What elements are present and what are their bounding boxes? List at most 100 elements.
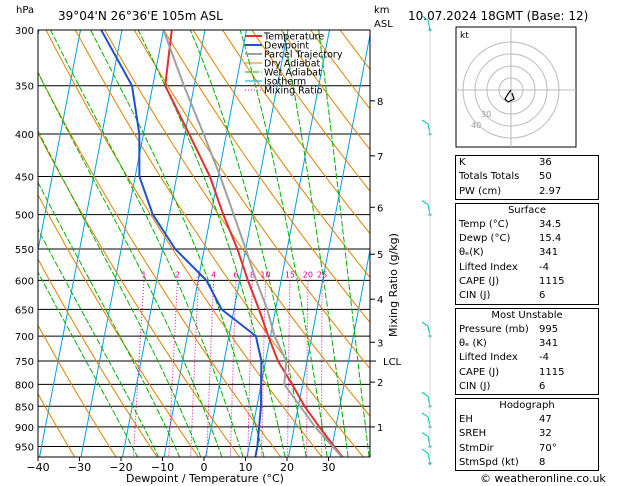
dry-adiabat-line xyxy=(38,392,76,457)
isotherm-line xyxy=(80,30,165,457)
wet-adiabat-line xyxy=(239,30,328,457)
hodograph-frame xyxy=(455,26,577,148)
mixing-ratio-label: 4 xyxy=(211,270,216,279)
altitude-tick-label: 4 xyxy=(377,295,383,306)
mixing-ratio-label: 20 xyxy=(303,270,313,279)
wet-adiabat-line xyxy=(38,227,160,457)
isotherm-line xyxy=(205,30,289,457)
isotherm-line xyxy=(246,30,331,457)
most-unstable-box: Most Unstable Pressure (mb) 995 θₑ (K) 341… xyxy=(455,307,599,396)
mixing-ratio-axis-label: Mixing Ratio (g/kg) xyxy=(387,233,400,337)
wet-adiabat-line xyxy=(38,181,181,457)
indices-panel: K 36 Totals Totals 50 PW (cm) 2.97 Surface … xyxy=(455,155,599,474)
pressure-unit-label: hPa xyxy=(16,5,34,16)
wind-profile xyxy=(421,15,432,465)
pressure-tick-label: 450 xyxy=(15,172,34,183)
wind-barb xyxy=(421,200,431,215)
altitude-tick-label: 8 xyxy=(377,97,383,108)
surface-row: CAPE (J) 1115 xyxy=(459,276,565,288)
surface-row: Dewp (°C) 15.4 xyxy=(459,233,562,245)
altitude-tick-label: 1 xyxy=(377,423,383,434)
x-tick-label: −20 xyxy=(109,461,132,474)
x-tick-label: 30 xyxy=(322,461,336,474)
mixing-ratio-label: 25 xyxy=(317,270,327,279)
datetime-title: 10.07.2024 18GMT (Base: 12) xyxy=(408,9,588,23)
mixing-ratio-line xyxy=(190,280,199,457)
altitude-tick-label: 5 xyxy=(377,250,383,261)
mixing-ratio-line xyxy=(287,280,291,457)
pressure-tick-label: 850 xyxy=(15,402,34,413)
legend-entry: Mixing Ratio xyxy=(264,86,323,97)
wind-barb xyxy=(421,412,431,427)
dry-adiabat-line xyxy=(38,258,158,457)
x-tick-label: −10 xyxy=(151,461,174,474)
pressure-tick-label: 950 xyxy=(15,442,34,453)
parcel-trajectory-line xyxy=(162,30,344,457)
wet-adiabat-line xyxy=(137,30,286,457)
lcl-label: LCL xyxy=(383,357,402,368)
wet-adiabat-line xyxy=(38,129,202,457)
legend-entry: Isotherm xyxy=(264,77,306,88)
mixing-ratio-label: 15 xyxy=(285,270,295,279)
wet-adiabat-line xyxy=(38,271,139,457)
wet-adiabat-line xyxy=(90,30,265,457)
legend-entry: Temperature xyxy=(263,32,324,43)
pressure-tick-label: 650 xyxy=(15,305,34,316)
hodograph-unit: kt xyxy=(460,31,469,41)
most-unstable-title: Most Unstable xyxy=(491,309,563,321)
mixing-ratio-line xyxy=(247,280,253,457)
isotherm-line xyxy=(329,247,370,457)
mixing-ratio-line xyxy=(132,280,145,457)
wind-barb xyxy=(421,15,431,31)
x-tick-label: 20 xyxy=(280,461,294,474)
pressure-tick-label: 300 xyxy=(15,26,34,37)
location-title: 39°04'N 26°36'E 105m ASL xyxy=(58,9,223,23)
index-row: Totals Totals 50 xyxy=(459,171,552,183)
x-tick-label: 10 xyxy=(239,461,253,474)
altitude-unit-asl: ASL xyxy=(374,19,393,30)
isotherm-line xyxy=(367,5,459,483)
mixing-ratio-line xyxy=(306,280,309,457)
pressure-tick-label: 900 xyxy=(15,423,34,434)
dry-adiabat-line xyxy=(163,30,370,324)
dry-adiabat-line xyxy=(45,30,323,457)
mixing-ratio-label: 10 xyxy=(260,270,270,279)
pressure-tick-label: 750 xyxy=(15,357,34,368)
mixing-ratio-line xyxy=(229,280,237,457)
legend-entry: Wet Adiabat xyxy=(264,68,322,79)
dry-adiabat-line xyxy=(104,30,370,417)
isotherm-line xyxy=(163,30,248,457)
altitude-tick-label: 7 xyxy=(377,152,383,163)
dry-adiabat-line xyxy=(38,131,241,457)
pressure-tick-label: 600 xyxy=(15,276,34,287)
pressure-tick-label: 350 xyxy=(15,82,34,93)
indices-box: K 36 Totals Totals 50 PW (cm) 2.97 xyxy=(455,155,599,200)
axes: 3003504004505005506006507007508008509009… xyxy=(15,26,402,474)
hodograph-ring-label: 40 xyxy=(471,121,481,130)
pressure-tick-label: 550 xyxy=(15,245,34,256)
mixing-ratio-line xyxy=(321,280,323,457)
isotherm-line xyxy=(122,30,206,457)
pressure-tick-label: 800 xyxy=(15,380,34,391)
copyright-footer: © weatheronline.co.uk xyxy=(480,472,606,485)
mixing-ratio-line xyxy=(206,280,215,457)
x-tick-label: −30 xyxy=(68,461,91,474)
pressure-tick-label: 400 xyxy=(15,130,34,141)
surface-row: CIN (J) 6 xyxy=(459,290,546,302)
x-tick-label: 0 xyxy=(201,461,208,474)
most-unstable-row: θₑ (K) 341 xyxy=(459,337,559,349)
hodograph-trace xyxy=(504,89,515,103)
most-unstable-row: Lifted Index -4 xyxy=(459,352,549,364)
wind-barb xyxy=(421,119,431,134)
altitude-unit-km: km xyxy=(374,5,390,16)
altitude-tick-label: 6 xyxy=(377,203,383,214)
wind-barb xyxy=(421,448,431,464)
x-tick-label: −40 xyxy=(26,461,49,474)
altitude-tick-label: 3 xyxy=(377,338,383,349)
surface-box: Surface Temp (°C) 34.5 Dewp (°C) 15.4 θₑ(K… xyxy=(455,202,599,305)
dewpoint-line xyxy=(100,30,263,457)
mixing-ratio-line xyxy=(168,280,179,457)
mixing-ratio-label: 6 xyxy=(233,270,238,279)
